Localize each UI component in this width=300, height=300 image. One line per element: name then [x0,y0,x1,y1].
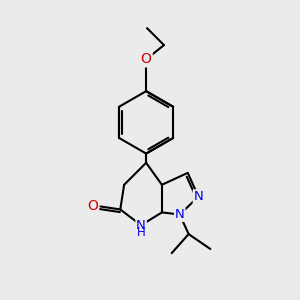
Text: N: N [136,219,146,232]
Text: O: O [141,52,152,66]
Text: H: H [137,226,146,239]
Text: N: N [194,190,203,203]
Text: N: N [175,208,184,221]
Text: O: O [141,52,152,66]
Text: O: O [87,200,98,214]
